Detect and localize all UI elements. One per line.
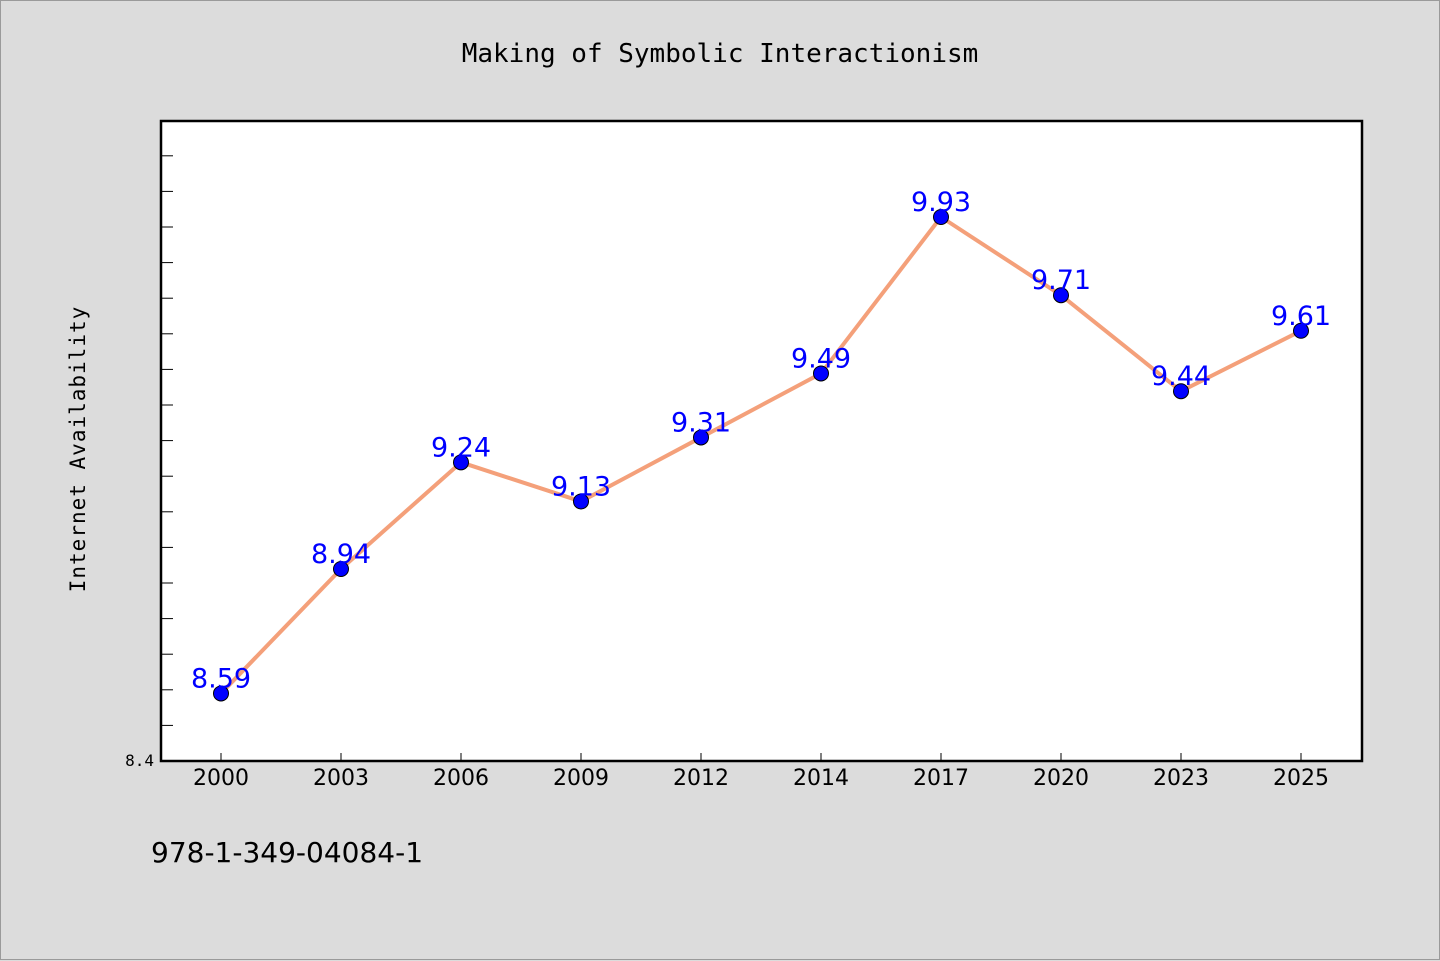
series-layer: 8.59 8.94 9.24 9.13 9.31 9.49 9.93 9.71 9.44 9.61 bbox=[191, 187, 1331, 702]
x-tick-label: 2006 bbox=[433, 766, 489, 791]
x-tick-label: 2025 bbox=[1273, 766, 1329, 791]
data-point bbox=[933, 209, 949, 225]
x-tick-label: 2014 bbox=[793, 766, 849, 791]
y-tick-labels: 8.4 bbox=[125, 751, 154, 770]
data-point bbox=[333, 561, 349, 577]
x-tick-label: 2012 bbox=[673, 766, 729, 791]
data-label: 8.59 bbox=[191, 663, 251, 694]
x-tick-label: 2000 bbox=[193, 766, 249, 791]
data-point bbox=[1293, 322, 1309, 339]
chart-title: Making of Symbolic Interactionism bbox=[462, 39, 979, 69]
data-label: 9.44 bbox=[1151, 361, 1211, 392]
data-label: 8.94 bbox=[311, 539, 371, 570]
data-label: 9.49 bbox=[791, 343, 851, 374]
x-tick-label: 2003 bbox=[313, 766, 369, 791]
x-tick-label: 2023 bbox=[1153, 766, 1209, 791]
x-tick-label: 2020 bbox=[1033, 766, 1089, 791]
data-point bbox=[1173, 383, 1189, 400]
x-tick-labels: 2000 2003 2006 2009 2012 2014 2017 2020 2023 2025 bbox=[193, 753, 1329, 791]
data-label: 9.61 bbox=[1271, 301, 1331, 332]
isbn-label: 978-1-349-04084-1 bbox=[151, 836, 424, 869]
data-label: 9.24 bbox=[431, 432, 491, 463]
data-label: 9.71 bbox=[1031, 265, 1091, 296]
series-line bbox=[219, 215, 1303, 696]
y-tick-label: 8.4 bbox=[125, 751, 154, 770]
data-point bbox=[213, 685, 229, 702]
data-point bbox=[573, 493, 589, 510]
data-point bbox=[813, 365, 829, 382]
data-point bbox=[453, 454, 469, 471]
x-tick-label: 2017 bbox=[913, 766, 969, 791]
y-minor-ticks bbox=[161, 155, 173, 726]
x-tick-label: 2009 bbox=[553, 766, 609, 791]
data-label: 9.31 bbox=[671, 407, 731, 438]
data-point bbox=[693, 429, 709, 446]
plot-border bbox=[159, 119, 1364, 763]
data-label: 9.93 bbox=[911, 187, 971, 218]
plot-area bbox=[161, 121, 1362, 761]
data-label: 9.13 bbox=[551, 471, 611, 502]
y-axis-label: Internet Availability bbox=[66, 306, 90, 593]
data-point bbox=[1053, 287, 1069, 304]
